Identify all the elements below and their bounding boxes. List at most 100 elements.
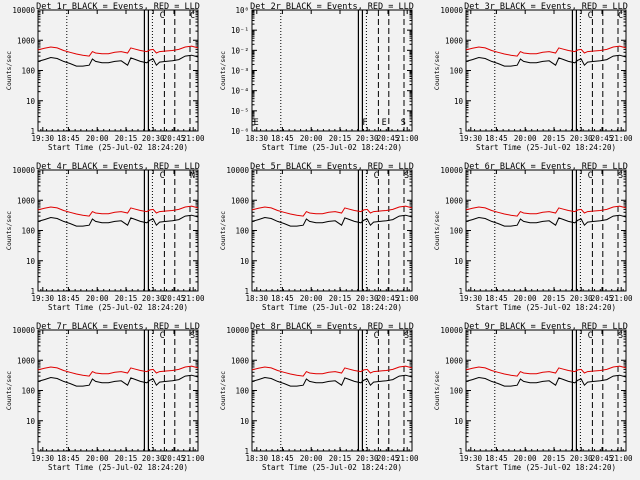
y-tick-label: 1 (458, 287, 463, 296)
x-axis-label: Start Time (25-Jul-02 18:24:20) (476, 463, 616, 472)
x-tick-label: 18:30 (246, 294, 269, 303)
y-tick-label: 100 (21, 227, 35, 236)
x-tick-label: 19:30 (460, 134, 483, 143)
y-tick-label: 10 (454, 97, 464, 106)
x-axis-label: Start Time (25-Jul-02 18:24:20) (48, 463, 188, 472)
lld-series-line (465, 365, 627, 377)
y-axis-label: Counts/sec (433, 211, 441, 250)
y-tick-label: 100 (235, 387, 249, 396)
y-tick-label: 1000 (231, 356, 250, 365)
detector-panel-6: Det 6r BLACK = Events, RED = LLD 1 10 100 10… (433, 162, 633, 312)
y-tick-label: 10000 (440, 326, 463, 335)
x-tick-label: 21:00 (610, 454, 633, 463)
x-tick-label: 18:45 (271, 134, 294, 143)
x-tick-label: 18:45 (271, 294, 294, 303)
x-tick-label: 20:30 (570, 294, 593, 303)
panel-title: Det 9r BLACK = Events, RED = LLD (464, 322, 628, 332)
y-tick-label: 10000 (226, 166, 249, 175)
y-tick-label: 10 (26, 97, 36, 106)
plot-frame (37, 169, 199, 292)
lld-series-line (251, 365, 413, 377)
x-tick-label: 20:15 (329, 134, 352, 143)
x-tick-label: 18:45 (57, 454, 80, 463)
events-series-line (465, 214, 627, 227)
events-series-line (37, 214, 199, 227)
y-tick-label: 10⁻² (231, 46, 249, 55)
plot-frame (251, 169, 413, 292)
y-tick-label: 10 (26, 417, 36, 426)
flag-label: F (362, 118, 367, 128)
events-series-line (251, 214, 413, 227)
y-tick-label: 1 (30, 287, 35, 296)
flag-label: C (190, 11, 195, 21)
flag-label: S (401, 118, 406, 128)
y-tick-label: 10⁻⁶ (231, 127, 249, 136)
flag-label: C (588, 331, 593, 341)
x-tick-label: 18:30 (246, 454, 269, 463)
x-tick-label: 18:45 (57, 294, 80, 303)
x-axis-label: Start Time (25-Jul-02 18:24:20) (476, 143, 616, 152)
x-tick-label: 20:45 (377, 294, 400, 303)
panel-title: Det 4r BLACK = Events, RED = LLD (36, 162, 200, 172)
y-axis-label: Counts/sec (219, 211, 227, 250)
panel-title: Det 5r BLACK = Events, RED = LLD (250, 162, 414, 172)
y-tick-label: 1000 (445, 196, 464, 205)
y-tick-label: 10 (454, 417, 464, 426)
plot-frame (37, 329, 199, 452)
flag-label: E (382, 118, 387, 128)
x-axis-label: Start Time (25-Jul-02 18:24:20) (48, 143, 188, 152)
flag-label: C (160, 11, 165, 21)
y-tick-label: 1 (30, 447, 35, 456)
y-axis-label: Counts/sec (219, 371, 227, 410)
panel-title: Det 7r BLACK = Events, RED = LLD (36, 322, 200, 332)
x-tick-label: 20:45 (163, 134, 186, 143)
panel-title: Det 6r BLACK = Events, RED = LLD (464, 162, 628, 172)
flag-label: S (404, 331, 409, 341)
panel-title: Det 8r BLACK = Events, RED = LLD (250, 322, 414, 332)
plot-frame (465, 329, 627, 452)
x-tick-label: 19:30 (460, 454, 483, 463)
x-tick-label: 20:00 (300, 134, 323, 143)
events-series-line (465, 374, 627, 387)
y-tick-label: 1 (244, 287, 249, 296)
flag-label: N (190, 171, 195, 181)
x-tick-label: 21:00 (182, 134, 205, 143)
flag-label: C (160, 171, 165, 181)
y-tick-label: 10000 (12, 326, 35, 335)
x-tick-label: 20:45 (591, 294, 614, 303)
x-tick-label: 20:15 (329, 294, 352, 303)
x-tick-label: 18:45 (57, 134, 80, 143)
flag-label: S (618, 171, 623, 181)
y-tick-label: 10 (26, 257, 36, 266)
y-tick-label: 100 (449, 387, 463, 396)
flag-label: C (160, 331, 165, 341)
x-tick-label: 20:15 (543, 294, 566, 303)
y-tick-label: 10000 (12, 6, 35, 15)
x-tick-label: 20:00 (514, 294, 537, 303)
flag-label: C (374, 171, 379, 181)
x-axis-label: Start Time (25-Jul-02 18:24:20) (476, 303, 616, 312)
lld-series-line (37, 205, 199, 217)
detector-panel-3: Det 3r BLACK = Events, RED = LLD 1 10 100 10… (433, 2, 633, 152)
x-tick-label: 20:45 (591, 454, 614, 463)
detector-panel-1: Det 1r BLACK = Events, RED = LLD 1 10 100 10… (5, 2, 205, 152)
y-axis-label: Counts/sec (219, 51, 227, 90)
flag-label: C (588, 11, 593, 21)
x-tick-label: 20:00 (86, 294, 109, 303)
y-tick-label: 10 (240, 417, 250, 426)
y-tick-label: 1 (458, 447, 463, 456)
y-tick-label: 10⁻⁵ (231, 107, 249, 116)
y-tick-label: 1000 (445, 36, 464, 45)
x-tick-label: 21:00 (610, 294, 633, 303)
y-tick-label: 10000 (440, 6, 463, 15)
x-tick-label: 18:45 (485, 294, 508, 303)
events-series-line (251, 374, 413, 387)
x-tick-label: 21:00 (396, 134, 419, 143)
events-series-line (37, 374, 199, 387)
x-tick-label: 20:15 (115, 134, 138, 143)
x-axis-label: Start Time (25-Jul-02 18:24:20) (48, 303, 188, 312)
y-tick-label: 10⁻³ (231, 67, 249, 76)
x-axis-label: Start Time (25-Jul-02 18:24:20) (262, 463, 402, 472)
lld-series-line (465, 45, 627, 57)
plot-frame (37, 9, 199, 132)
